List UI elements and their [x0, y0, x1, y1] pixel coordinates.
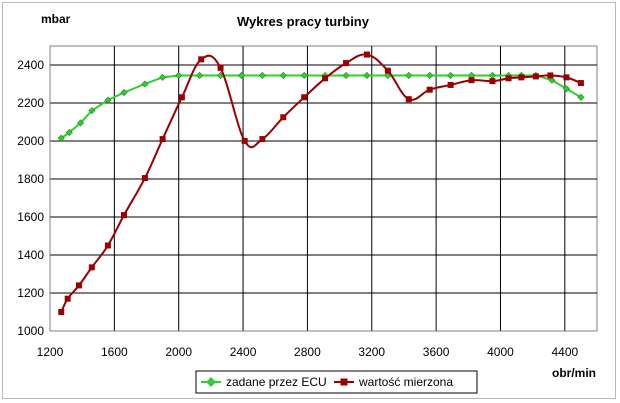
- data-point: [468, 77, 475, 84]
- legend-label-ecu: zadane przez ECU: [226, 375, 327, 389]
- data-point: [196, 71, 204, 79]
- data-point: [58, 309, 65, 315]
- data-point: [280, 114, 287, 121]
- data-point: [577, 93, 585, 101]
- data-point: [259, 136, 266, 143]
- legend-label-measured: wartość mierzona: [358, 375, 453, 389]
- data-point: [237, 71, 245, 79]
- y-tick-label: 1000: [17, 324, 44, 338]
- y-axis-label: mbar: [41, 12, 71, 26]
- x-tick-label: 4000: [487, 345, 514, 359]
- data-point: [405, 96, 412, 103]
- y-tick-label: 1200: [17, 286, 44, 300]
- data-point: [301, 94, 308, 101]
- series-1: [58, 51, 584, 315]
- data-point: [547, 72, 554, 79]
- data-point: [322, 75, 329, 82]
- data-point: [467, 71, 476, 79]
- data-point: [159, 73, 167, 81]
- x-tick-label: 4400: [551, 345, 578, 359]
- data-point: [363, 51, 370, 58]
- data-point: [577, 80, 584, 87]
- gridlines: [49, 46, 597, 332]
- data-point: [88, 264, 95, 271]
- data-point: [141, 80, 149, 88]
- data-point: [77, 119, 85, 127]
- data-point: [178, 94, 185, 101]
- data-point: [518, 74, 525, 81]
- y-tick-label: 2400: [17, 58, 44, 72]
- data-point: [563, 74, 570, 81]
- data-point: [343, 60, 350, 67]
- y-tick-label: 1400: [17, 248, 44, 262]
- data-point: [121, 212, 128, 219]
- data-point: [57, 134, 65, 142]
- data-point: [75, 282, 82, 289]
- x-tick-label: 2400: [230, 345, 257, 359]
- plot-border: [49, 45, 598, 332]
- data-point: [488, 71, 496, 79]
- data-point: [159, 136, 166, 143]
- data-point: [88, 107, 96, 115]
- data-point: [505, 75, 512, 82]
- data-point: [217, 64, 224, 71]
- data-point: [532, 73, 539, 80]
- data-point: [405, 71, 413, 79]
- series-layer: [57, 51, 585, 315]
- data-point: [241, 138, 248, 144]
- data-point: [447, 81, 454, 88]
- data-point: [548, 76, 556, 84]
- x-axis-label: obr/min: [552, 366, 596, 380]
- data-point: [300, 71, 308, 79]
- y-tick-label: 2200: [17, 96, 44, 110]
- data-point: [363, 71, 371, 79]
- x-tick-labels: 1200 1600 2000 2400 2800 3200 3600 4000 4400: [37, 345, 579, 359]
- data-point: [120, 89, 128, 97]
- y-tick-label: 1600: [17, 210, 44, 224]
- x-tick-label: 2000: [165, 345, 192, 359]
- data-point: [104, 242, 111, 249]
- data-point: [104, 96, 112, 104]
- plot-area: [49, 45, 598, 332]
- data-point: [258, 71, 266, 79]
- x-tick-label: 1200: [37, 345, 64, 359]
- x-tick-label: 3200: [358, 345, 385, 359]
- y-tick-label: 1800: [17, 172, 44, 186]
- y-tick-labels: 1000 1200 1400 1600 1800 2000 2200 2400: [17, 58, 44, 338]
- data-point: [279, 71, 287, 79]
- data-point: [65, 128, 73, 136]
- data-point: [489, 78, 496, 85]
- x-tick-label: 2800: [294, 345, 321, 359]
- y-tick-label: 2000: [17, 134, 44, 148]
- data-point: [175, 71, 183, 79]
- data-point: [198, 56, 205, 63]
- data-point: [384, 67, 391, 74]
- data-point: [426, 86, 433, 93]
- legend: zadane przez ECU wartość mierzona: [195, 370, 478, 394]
- data-point: [447, 71, 455, 79]
- data-point: [342, 71, 350, 79]
- chart-title: Wykres pracy turbiny: [237, 14, 370, 29]
- data-point: [562, 85, 570, 93]
- data-point: [426, 71, 434, 79]
- legend-item-measured: wartość mierzona: [334, 375, 453, 389]
- x-tick-label: 1600: [101, 345, 128, 359]
- legend-marker-ecu: [206, 377, 216, 387]
- data-point: [141, 175, 148, 182]
- legend-marker-measured: [340, 378, 348, 386]
- x-tick-label: 3600: [423, 345, 450, 359]
- data-point: [64, 295, 71, 302]
- legend-item-ecu: zadane przez ECU: [201, 375, 327, 389]
